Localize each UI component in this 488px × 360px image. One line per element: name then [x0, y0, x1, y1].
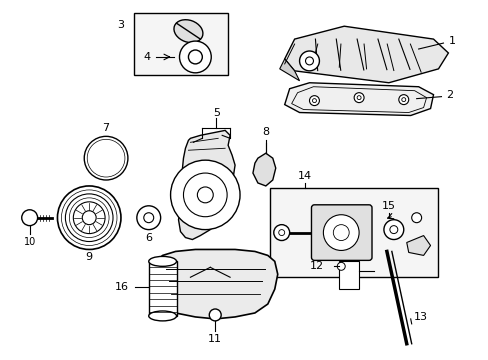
- Polygon shape: [284, 83, 433, 116]
- Polygon shape: [279, 59, 299, 81]
- Text: 1: 1: [447, 36, 454, 46]
- Circle shape: [299, 51, 319, 71]
- Circle shape: [209, 309, 221, 321]
- Bar: [148, 261, 176, 316]
- Text: 3: 3: [117, 20, 123, 30]
- Circle shape: [57, 186, 121, 249]
- Text: 12: 12: [309, 261, 324, 271]
- Circle shape: [323, 215, 358, 251]
- Polygon shape: [152, 249, 277, 319]
- Text: 11: 11: [208, 334, 222, 344]
- Circle shape: [337, 262, 345, 270]
- Polygon shape: [284, 26, 447, 83]
- Circle shape: [65, 194, 113, 242]
- Text: 14: 14: [297, 171, 311, 181]
- Circle shape: [278, 230, 284, 235]
- Text: 7: 7: [102, 123, 109, 134]
- Text: 16: 16: [115, 282, 129, 292]
- Circle shape: [21, 210, 38, 226]
- Polygon shape: [252, 153, 275, 186]
- Text: 6: 6: [145, 233, 152, 243]
- Circle shape: [183, 173, 226, 217]
- Circle shape: [82, 211, 96, 225]
- Text: 10: 10: [23, 237, 36, 247]
- Circle shape: [179, 41, 211, 73]
- Circle shape: [92, 144, 120, 172]
- Text: 4: 4: [143, 52, 151, 62]
- Circle shape: [170, 160, 240, 230]
- Polygon shape: [406, 235, 429, 255]
- Circle shape: [273, 225, 289, 240]
- Text: 2: 2: [446, 90, 453, 100]
- Polygon shape: [178, 130, 235, 239]
- Circle shape: [137, 206, 161, 230]
- FancyBboxPatch shape: [311, 205, 371, 260]
- Circle shape: [101, 153, 111, 163]
- Circle shape: [333, 225, 348, 240]
- Circle shape: [73, 202, 105, 234]
- Circle shape: [398, 95, 408, 105]
- Circle shape: [353, 93, 364, 103]
- Circle shape: [401, 98, 405, 102]
- Circle shape: [383, 220, 403, 239]
- Text: 8: 8: [262, 127, 269, 138]
- Text: 13: 13: [413, 312, 427, 322]
- Circle shape: [389, 226, 397, 234]
- Text: 5: 5: [212, 108, 219, 117]
- Circle shape: [188, 50, 202, 64]
- Ellipse shape: [174, 20, 203, 42]
- Text: 15: 15: [381, 201, 395, 211]
- Bar: [269, 188, 438, 277]
- Circle shape: [305, 57, 313, 65]
- Circle shape: [309, 96, 319, 105]
- Bar: [134, 13, 228, 75]
- Circle shape: [356, 96, 360, 100]
- Ellipse shape: [148, 256, 176, 266]
- Bar: [339, 261, 358, 289]
- Circle shape: [411, 213, 421, 223]
- Circle shape: [143, 213, 153, 223]
- Circle shape: [84, 136, 128, 180]
- Circle shape: [197, 187, 213, 203]
- Circle shape: [87, 139, 124, 177]
- Ellipse shape: [148, 311, 176, 321]
- Circle shape: [312, 99, 316, 103]
- Text: 9: 9: [85, 252, 93, 262]
